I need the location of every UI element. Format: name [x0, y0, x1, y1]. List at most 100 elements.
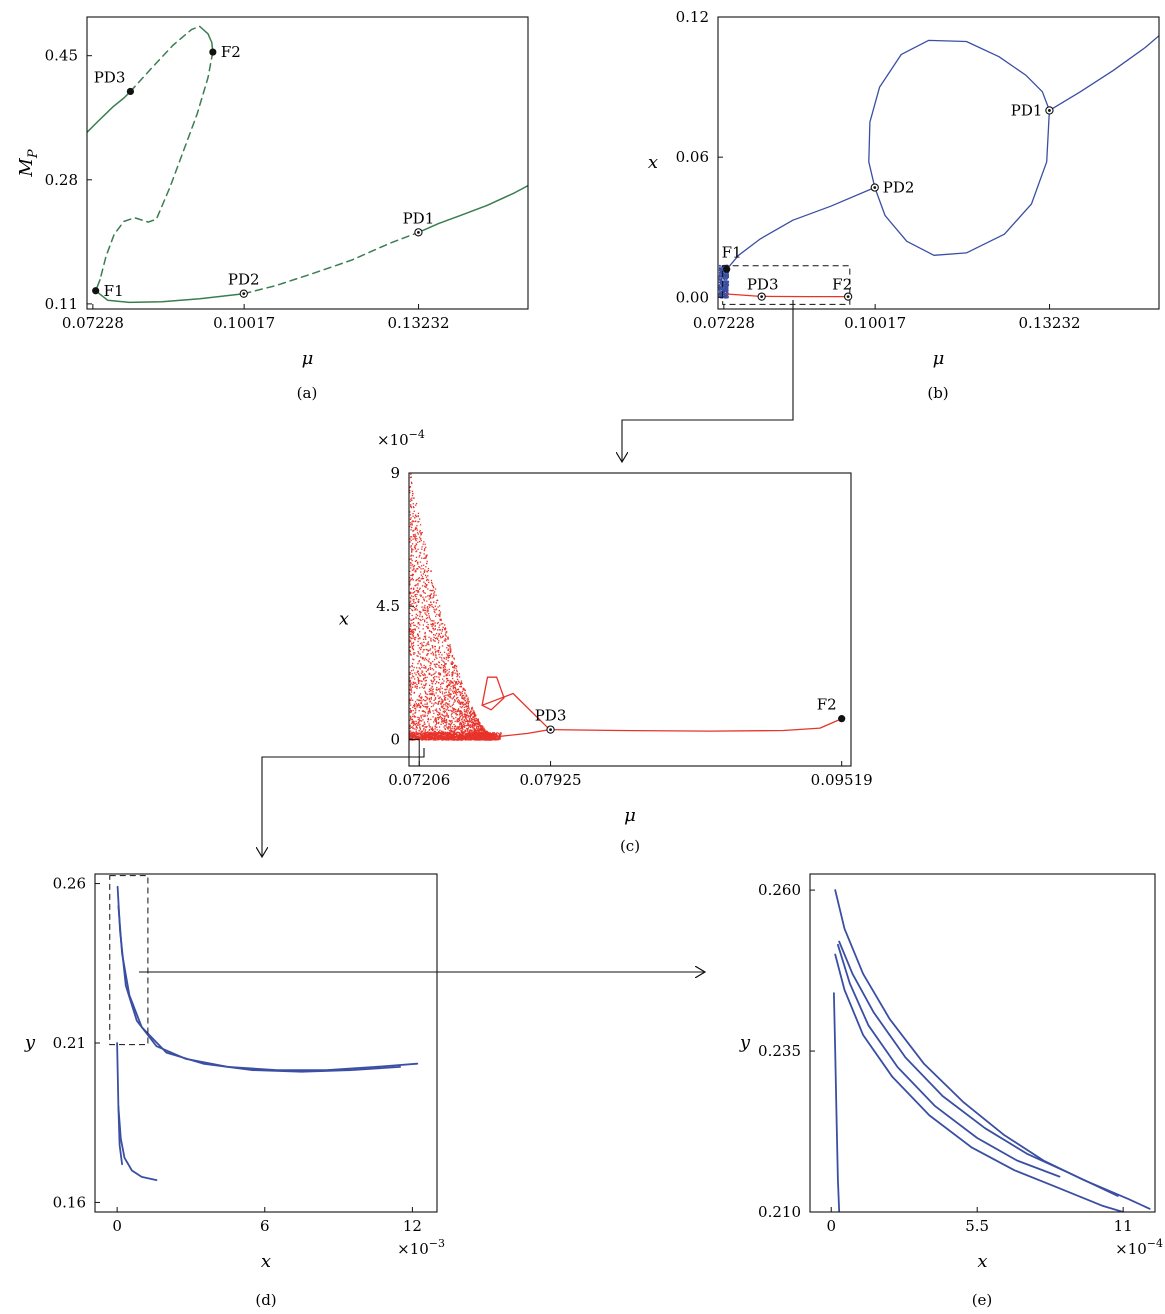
x-axis-label: x [261, 1251, 271, 1272]
connector-arrow-b-to-c [622, 300, 794, 462]
y-tick-label: 0.21 [53, 1034, 86, 1052]
x-tick-label: 0.13232 [1019, 314, 1081, 332]
multiplier-exponent: −3 [429, 1237, 445, 1250]
series-line-d-0 [116, 885, 419, 1071]
x-tick-label: 5.5 [965, 1217, 989, 1235]
series-line-c-3 [481, 676, 505, 711]
point-marker-f2: F2 [832, 276, 853, 301]
plot-frame-a [86, 16, 529, 310]
point-marker-pd3: PD3 [747, 276, 779, 301]
series-line-c-2 [548, 717, 843, 732]
axis-multiplier: ×10−3 [397, 1237, 445, 1258]
series-line-a-7 [417, 184, 528, 234]
axis-multiplier: ×10−4 [1115, 1237, 1163, 1258]
series-line-e-4 [833, 992, 841, 1212]
point-marker-pd1: PD1 [1011, 101, 1054, 119]
y-tick-label: 0.45 [45, 47, 78, 65]
y-tick-label: 0 [390, 730, 400, 748]
chaotic-region-dots [409, 473, 502, 741]
y-tick-label: 0.235 [758, 1042, 801, 1060]
point-label: PD3 [535, 707, 567, 725]
y-tick-label: 9 [390, 464, 400, 482]
y-axis-label-main: M [16, 158, 37, 178]
point-marker-f2: F2 [209, 43, 241, 61]
connector-arrow-c-to-d [262, 748, 425, 857]
point-label: PD1 [403, 209, 435, 227]
y-tick-label: 0.16 [53, 1193, 86, 1211]
multiplier-base: ×10 [1115, 1240, 1147, 1258]
point-marker-pd3: PD3 [535, 707, 567, 734]
x-tick-label: 0.07228 [62, 314, 124, 332]
chart-panel-a: 0.07228 0.10017 0.13232 0.11 0.28 0.45 μ MP PD3 F… [16, 16, 529, 402]
point-label: PD2 [883, 179, 915, 197]
plot-area-d [116, 885, 419, 1181]
panel-label: (e) [972, 1291, 993, 1309]
x-tick-label: 12 [403, 1217, 422, 1235]
x-tick-label: 11 [1114, 1217, 1133, 1235]
x-tick-label: 0.10017 [213, 314, 275, 332]
series-line-b-3 [1048, 35, 1159, 112]
series-line-b-2 [874, 109, 1051, 256]
point-marker-pd2: PD2 [870, 179, 915, 197]
axis-multiplier: ×10−4 [377, 428, 425, 449]
plot-area-c [409, 473, 843, 741]
series-line-a-1 [129, 25, 201, 93]
plot-area-b [718, 35, 1159, 299]
series-line-a-5 [94, 290, 245, 304]
series-line-b-0 [726, 186, 876, 270]
chart-panel-c: 0.07206 0.07925 0.09519 0 4.5 9 μ x ×10−4 PD3 F2 (c… [339, 428, 873, 855]
x-axis-label: μ [933, 348, 945, 369]
y-axis-label: y [739, 1032, 751, 1053]
series-line-c-0 [481, 692, 551, 731]
point-label: F2 [832, 276, 852, 294]
x-axis-label: μ [302, 348, 314, 369]
point-label: PD2 [228, 271, 260, 289]
y-axis-label: MP [16, 149, 41, 177]
point-label: PD3 [94, 68, 126, 86]
series-line-d-3 [117, 1105, 158, 1181]
x-tick-label: 0 [826, 1217, 836, 1235]
y-tick-label: 0.260 [758, 881, 801, 899]
y-axis-label: x [648, 152, 658, 173]
panel-label: (d) [255, 1291, 276, 1309]
point-label: F2 [221, 43, 241, 61]
point-marker-pd1: PD1 [403, 209, 435, 237]
y-tick-label: 0.06 [676, 148, 709, 166]
series-line-c-1 [454, 728, 551, 738]
zoom-box-d [109, 875, 149, 1046]
x-tick-label: 0 [112, 1217, 122, 1235]
x-tick-label: 0.10017 [844, 314, 906, 332]
panel-label: (a) [297, 384, 318, 402]
multiplier-base: ×10 [377, 431, 409, 449]
series-line-e-3 [834, 953, 1127, 1212]
y-tick-label: 4.5 [376, 597, 400, 615]
multiplier-exponent: −4 [409, 428, 425, 441]
plot-area-a [87, 25, 528, 304]
series-line-b-4 [726, 293, 849, 298]
series-line-a-6 [243, 231, 420, 295]
y-axis-label: x [339, 609, 349, 630]
plot-frame-b [717, 16, 1160, 310]
chart-panel-d: 0 6 12 0.16 0.21 0.26 x y ×10−3 (d) [24, 873, 445, 1309]
plot-area-e [833, 889, 1151, 1212]
x-tick-label: 0.07925 [520, 771, 582, 789]
y-axis-label-subscript: P [26, 149, 41, 159]
point-label: F2 [817, 696, 837, 714]
series-line-d-1 [117, 905, 402, 1073]
point-label: PD1 [1011, 101, 1043, 119]
series-line-e-0 [834, 889, 1151, 1210]
point-label: F1 [104, 282, 124, 300]
series-line-b-1 [868, 39, 1051, 189]
multiplier-base: ×10 [397, 1240, 429, 1258]
multiplier-exponent: −4 [1147, 1237, 1163, 1250]
y-tick-label: 0.28 [45, 171, 78, 189]
x-axis-label: x [977, 1251, 987, 1272]
plot-frame-d [94, 873, 438, 1213]
chart-panel-b: 0.07228 0.10017 0.13232 0.00 0.06 0.12 μ x PD1 PD… [648, 8, 1160, 402]
point-marker-pd2: PD2 [228, 271, 260, 298]
point-marker-f2: F2 [817, 696, 846, 723]
y-tick-label: 0.210 [758, 1203, 801, 1221]
plot-frame-e [809, 873, 1156, 1213]
point-marker-f1: F1 [722, 243, 742, 273]
